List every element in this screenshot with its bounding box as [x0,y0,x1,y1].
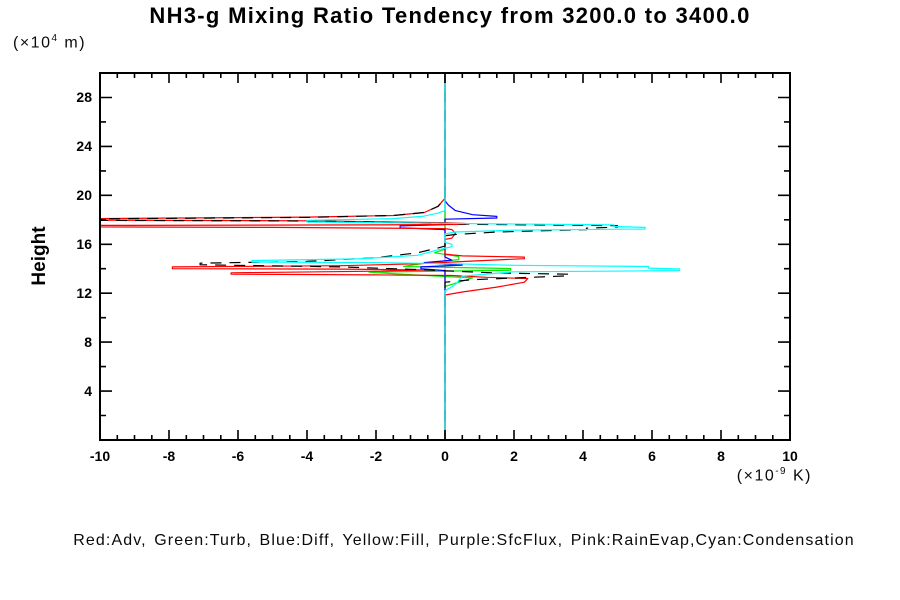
x-tick-label: 2 [510,448,518,464]
y-tick-label: 8 [84,334,92,351]
y-axis-unit-label: (×104 m) [13,33,87,52]
x-tick-label: -4 [300,448,314,464]
x-tick-label: 4 [579,448,587,464]
x-tick-label: -2 [369,448,383,464]
y-tick-label: 24 [76,138,92,155]
x-tick-label: 6 [648,448,656,464]
series-line-black [100,73,619,440]
x-tick-label: 0 [441,448,449,464]
x-tick-label: 8 [717,448,725,464]
series-line-cyan [251,73,681,440]
series-line-red [100,73,529,440]
y-tick-label: 28 [76,89,92,106]
x-tick-label: -10 [89,448,111,464]
y-tick-label: 20 [76,187,92,204]
x-tick-label: -8 [162,448,176,464]
chart-title: NH3-g Mixing Ratio Tendency from 3200.0 … [149,3,751,28]
legend-text: Red:Adv, Green:Turb, Blue:Diff, Yellow:F… [73,532,855,549]
x-tick-label: 10 [782,448,798,464]
y-tick-label: 16 [76,236,92,253]
series-line-blue [399,73,498,440]
plot-border [99,72,791,441]
x-axis-unit-label: (×10-9 K) [736,466,812,485]
y-tick-label: 4 [84,383,92,400]
y-tick-label: 12 [76,285,92,302]
x-tick-label: -6 [231,448,245,464]
